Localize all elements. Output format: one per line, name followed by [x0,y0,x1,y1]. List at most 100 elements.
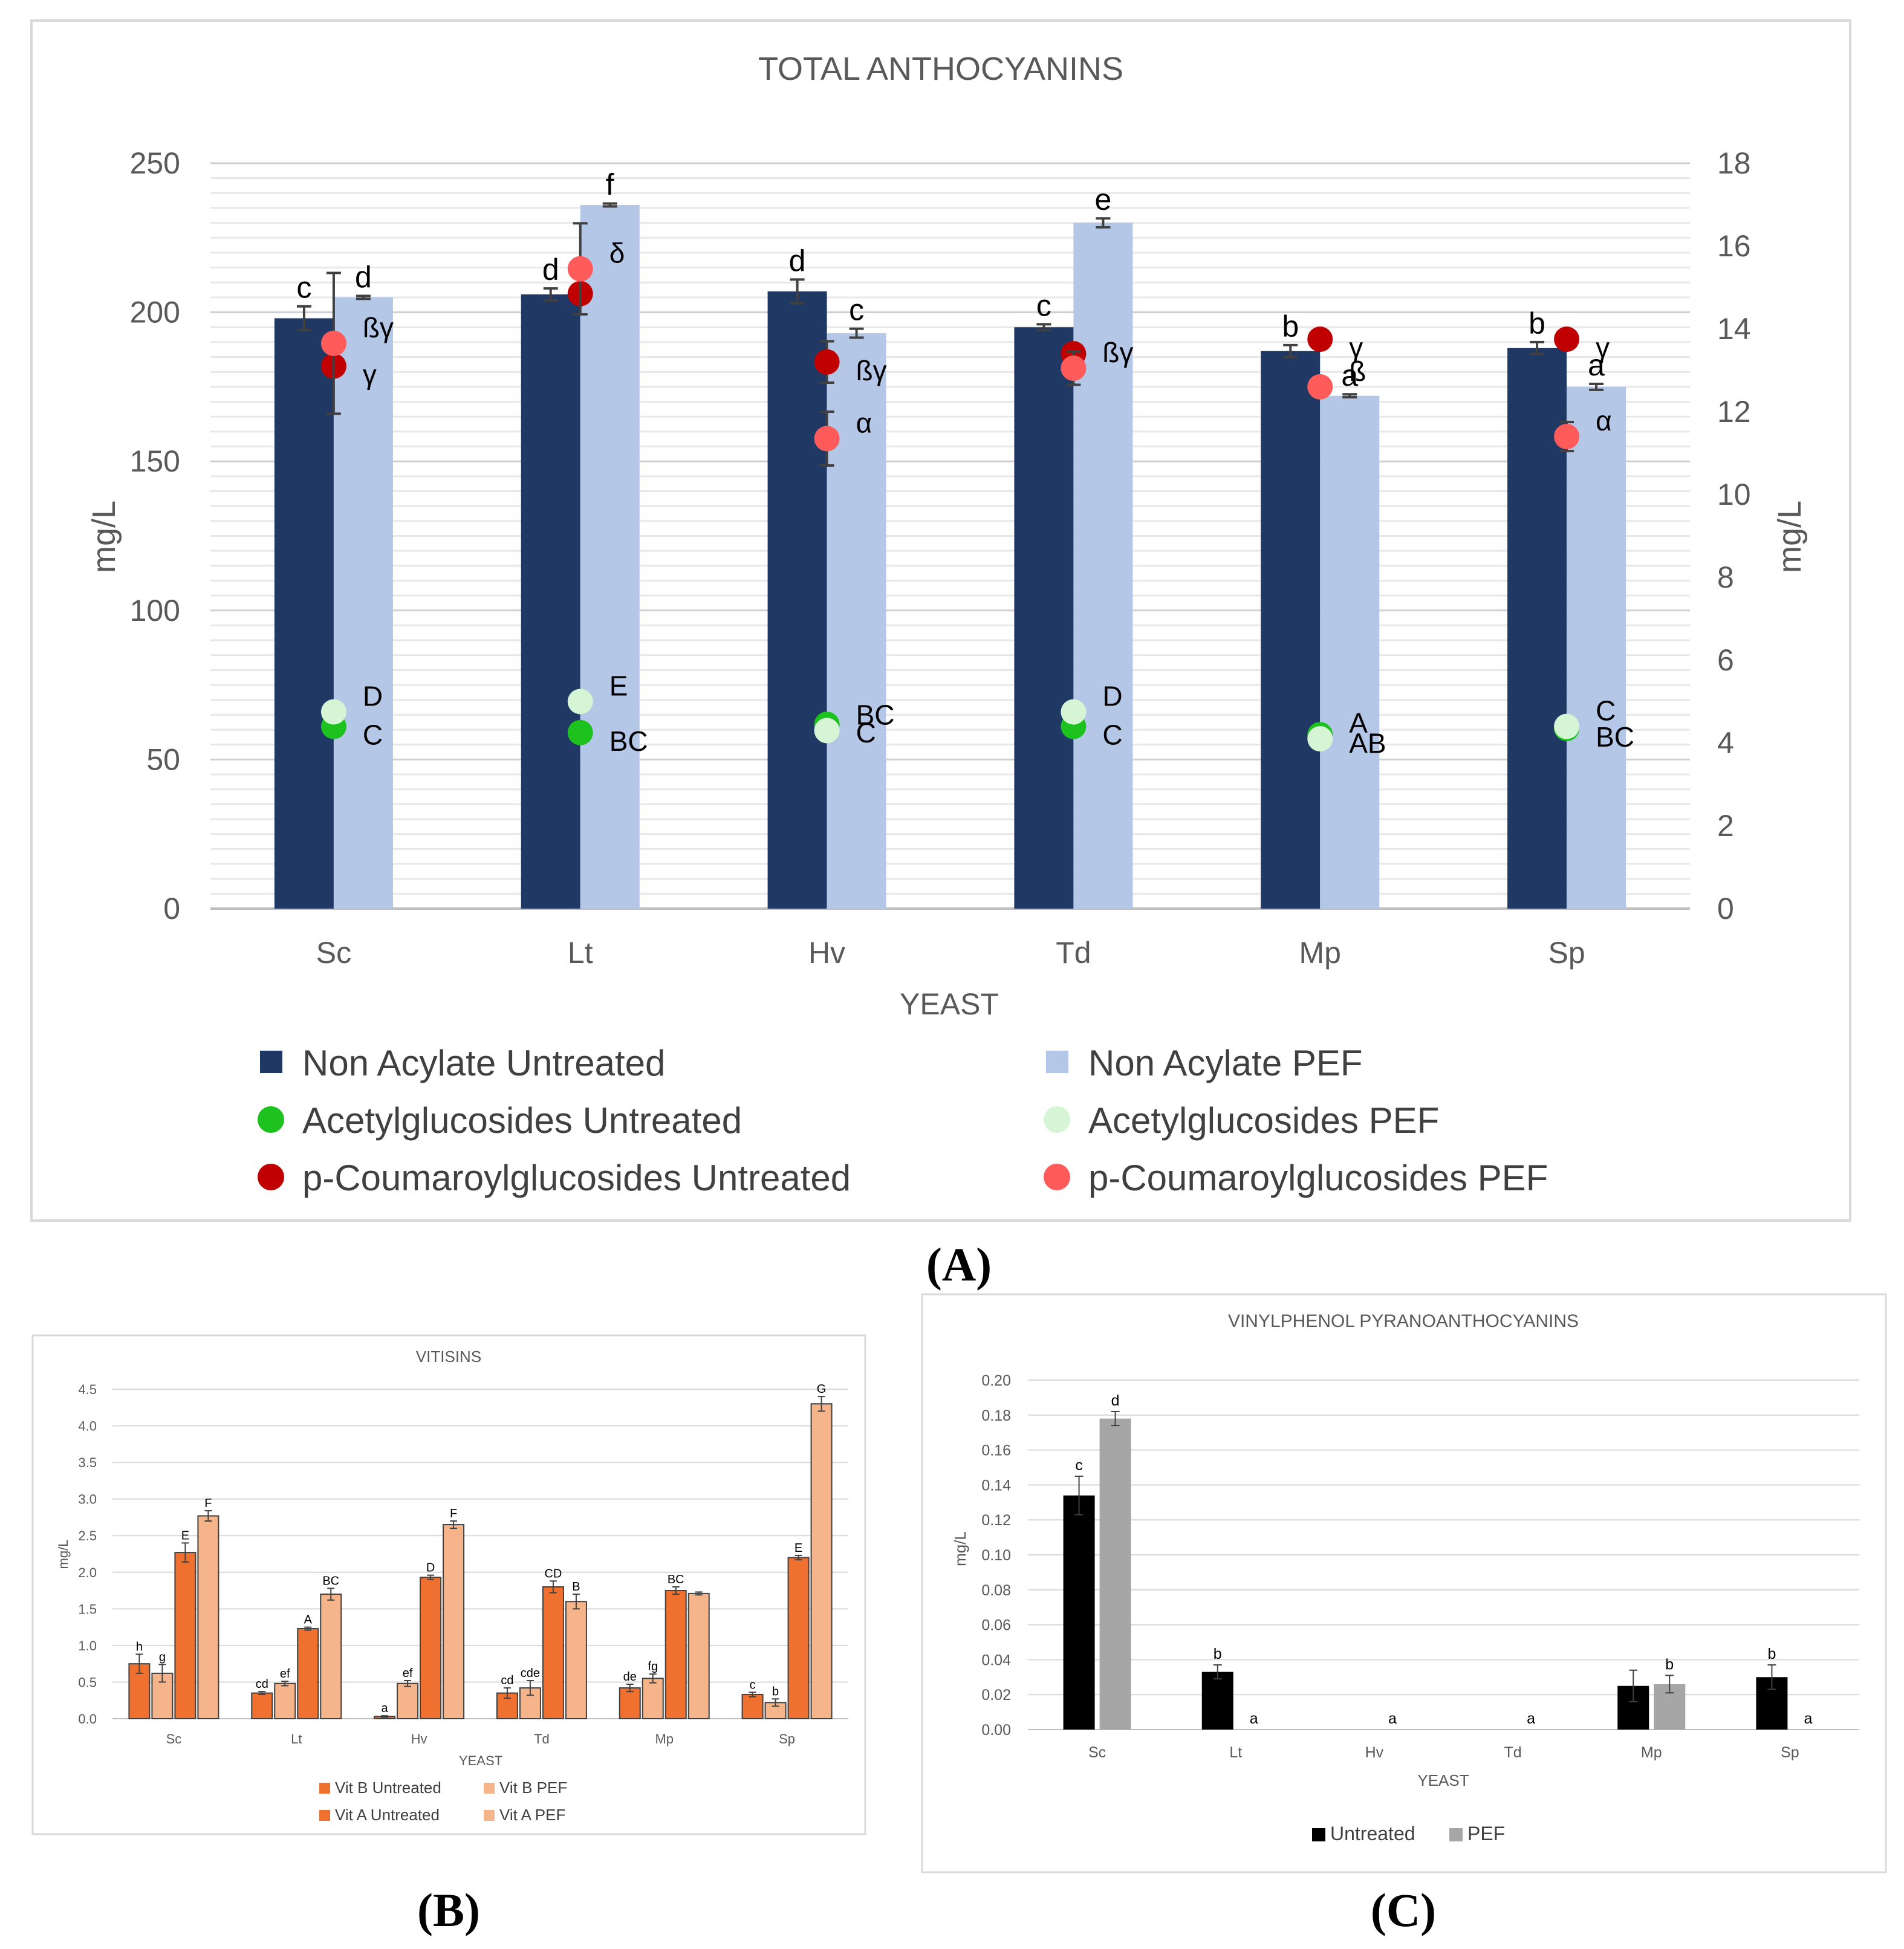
panel-b-bar [274,1682,296,1720]
panel-c-bar-letter: a [1527,1710,1535,1727]
panel-a-point-p-coumaroylglucosides-pef [1307,374,1333,400]
panel-a-y2-tick-label: 6 [1717,643,1734,677]
panel-a-y2-tick-label: 0 [1717,892,1734,926]
panel-a-y-tick-label: 200 [130,296,180,329]
panel-b-bar-letter: E [181,1529,189,1542]
panel-c-bar-letter: b [1665,1656,1674,1673]
panel-a-point-letter: D [1102,681,1122,712]
panel-c-title: VINYLPHENOL PYRANOANTHOCYANINS [1228,1311,1579,1331]
panel-b-legend-swatch [484,1783,495,1794]
panel-a-point-p-coumaroylglucosides-pef [1554,424,1580,450]
panel-b-bar-letter: c [750,1678,756,1691]
panel-b-bar [174,1552,197,1720]
panel-a-y-axis-title: mg/L [86,501,122,573]
panel-a-y2-tick-label: 8 [1717,560,1734,594]
panel-a-bar-letter: c [1036,288,1051,322]
panel-a-legend-label: Acetylglucosides PEF [1088,1100,1439,1141]
panel-b-bar-letter: h [136,1640,143,1653]
panel-a-bar-non-acylate-pef [1567,386,1626,909]
panel-c-bar-letter: a [1250,1710,1258,1727]
panel-a-point-letter: ß [1349,355,1366,387]
panel-a-point-letter: δ [609,238,625,269]
panel-a-point-letter: BC [609,725,648,757]
panel-b-bar [297,1628,319,1720]
panel-a-x-tick-label: Sc [316,936,351,970]
panel-c-x-tick-label: Sc [1088,1744,1106,1761]
panel-a-bar-letter: d [542,253,559,287]
panel-a-bar-non-acylate-untreated [274,318,334,909]
panel-c-legend-swatch [1312,1828,1325,1841]
panel-a-x-tick-label: Hv [808,936,845,970]
panel-a-legend-swatch [1046,1051,1068,1073]
panel-c-x-axis-title: YEAST [1417,1771,1469,1789]
panel-b-bar-letter: E [794,1542,802,1555]
panel-a-bar-non-acylate-untreated [1014,327,1074,909]
panel-b-legend-label: Vit A Untreated [335,1806,440,1824]
panel-a-bar-non-acylate-pef [827,333,886,909]
panel-c-y-tick-label: 0.14 [981,1477,1011,1494]
panel-b-bar-letter: B [572,1580,580,1594]
panel-c-y-tick-label: 0.12 [981,1512,1011,1529]
panel-a-point-acetylglucosides-pef [320,699,346,725]
panel-b-bar [687,1592,710,1719]
panel-b-title: VITISINS [416,1347,481,1366]
panel-c-y-axis-title: mg/L [951,1531,969,1566]
panel-b-bar [787,1557,810,1720]
panel-a-point-acetylglucosides-untreated [567,719,593,745]
panel-a-x-axis-title: YEAST [900,987,999,1021]
panel-a-bar-non-acylate-untreated [767,291,827,909]
panel-b-legend-swatch [319,1783,330,1794]
panel-a-point-letter: E [609,670,628,702]
panel-a-point-p-coumaroylglucosides-untreated [1554,326,1580,352]
panel-b-bar-letter: g [159,1650,166,1664]
panel-b-bar [642,1678,664,1720]
panel-c-x-tick-label: Hv [1365,1744,1384,1761]
panel-a-y-tick-label: 0 [163,892,180,926]
panel-c-bar-letter: a [1388,1710,1397,1727]
panel-c-x-tick-label: Mp [1641,1744,1662,1761]
panel-c-bar-letter: a [1804,1710,1812,1727]
panel-b-bar-letter: cd [501,1674,513,1687]
panel-a-point-letter: ßγ [856,355,887,386]
panel-b-bar [619,1687,641,1719]
panel-a-point-p-coumaroylglucosides-pef [814,426,840,452]
panel-a-bar-non-acylate-pef [1073,222,1133,909]
panel-b-bar [397,1682,419,1720]
panel-a-point-letter: α [1596,405,1612,436]
panel-a-y2-tick-label: 10 [1717,478,1751,511]
panel-b-bar-letter: b [772,1685,779,1698]
panel-b-bar-letter: BC [668,1573,684,1586]
panel-a-bar-non-acylate-pef [333,297,393,909]
panel-b-bar-letter: CD [544,1567,562,1580]
panel-c-bar-letter: d [1111,1392,1120,1409]
panel-c-legend-swatch [1449,1828,1463,1841]
panel-a-y-tick-label: 50 [146,742,180,776]
panel-b-y-tick-label: 4.5 [78,1382,97,1397]
panel-a-legend-label: p-Coumaroylglucosides PEF [1088,1158,1548,1198]
panel-a-bar-letter: d [789,244,806,277]
panel-c-y-tick-label: 0.18 [981,1407,1011,1424]
panel-c-bar-letter: b [1767,1646,1776,1662]
panel-b-y-tick-label: 3.0 [78,1492,97,1507]
panel-b-x-tick-label: Hv [411,1731,427,1746]
panel-a-point-letter: γ [1596,332,1610,363]
panel-c-legend-label: Untreated [1330,1823,1415,1844]
panel-b-y-tick-label: 2.0 [78,1565,97,1580]
panel-a-point-letter: C [1596,695,1616,727]
panel-a-x-tick-label: Sp [1548,936,1585,970]
panel-b-bar [664,1590,687,1720]
panel-b-y-tick-label: 3.5 [78,1455,97,1470]
panel-b-bar-letter: G [817,1383,827,1396]
panel-a-y-tick-label: 100 [130,594,180,628]
panel-a-point-letter: ßγ [1102,337,1133,368]
panel-c-y-tick-label: 0.10 [981,1547,1011,1564]
panel-a-point-acetylglucosides-pef [1307,726,1333,752]
panel-a-legend-label: Acetylglucosides Untreated [302,1100,742,1141]
panel-a-bar-letter: b [1282,310,1299,343]
panel-b-bar-letter: a [382,1702,389,1715]
panel-a-title: TOTAL ANTHOCYANINS [758,51,1123,87]
panel-b-bar [810,1403,833,1719]
panel-a-letter: (A) [926,1238,992,1291]
panel-a-y2-axis-title: mg/L [1772,501,1808,573]
